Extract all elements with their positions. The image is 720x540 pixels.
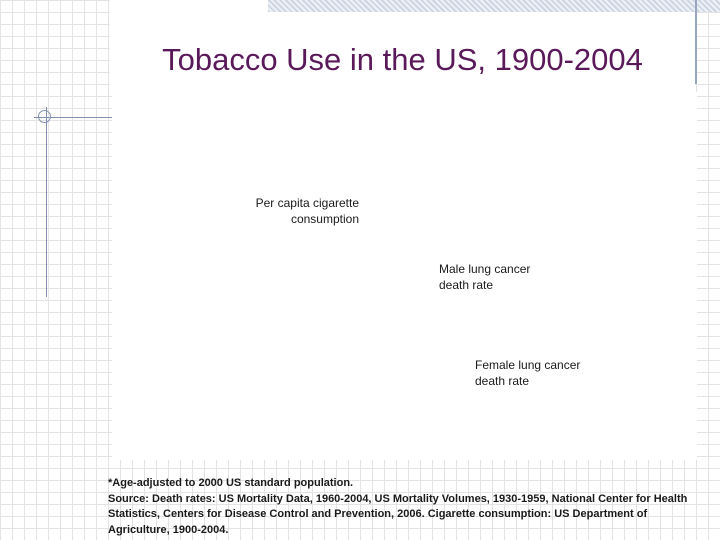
series-label-line: consumption	[290, 212, 359, 226]
footnote-age-adjusted: *Age-adjusted to 2000 US standard popula…	[108, 477, 354, 489]
series-label-line: Per capita cigarette	[255, 196, 359, 210]
series-label-line: death rate	[475, 374, 530, 388]
left-accent-vertical-line	[46, 107, 47, 297]
series-label-female-lung-cancer: Female lung cancer death rate	[475, 357, 605, 389]
chart-plot-area	[112, 92, 697, 460]
footnote: *Age-adjusted to 2000 US standard popula…	[108, 476, 708, 538]
series-label-line: Male lung cancer	[439, 262, 531, 276]
title-backdrop	[110, 0, 695, 92]
left-accent-horizontal-line	[34, 117, 114, 118]
right-accent-line	[695, 0, 697, 84]
series-label-line: death rate	[439, 278, 494, 292]
slide-title: Tobacco Use in the US, 1900-2004	[162, 42, 643, 77]
series-label-line: Female lung cancer	[475, 358, 581, 372]
top-decorative-strip	[268, 0, 720, 12]
corner-circle-ornament	[38, 110, 51, 123]
series-label-male-lung-cancer: Male lung cancer death rate	[439, 261, 559, 293]
footnote-source: Source: Death rates: US Mortality Data, …	[108, 492, 688, 536]
series-label-per-capita-cigarette: Per capita cigarette consumption	[246, 195, 359, 227]
